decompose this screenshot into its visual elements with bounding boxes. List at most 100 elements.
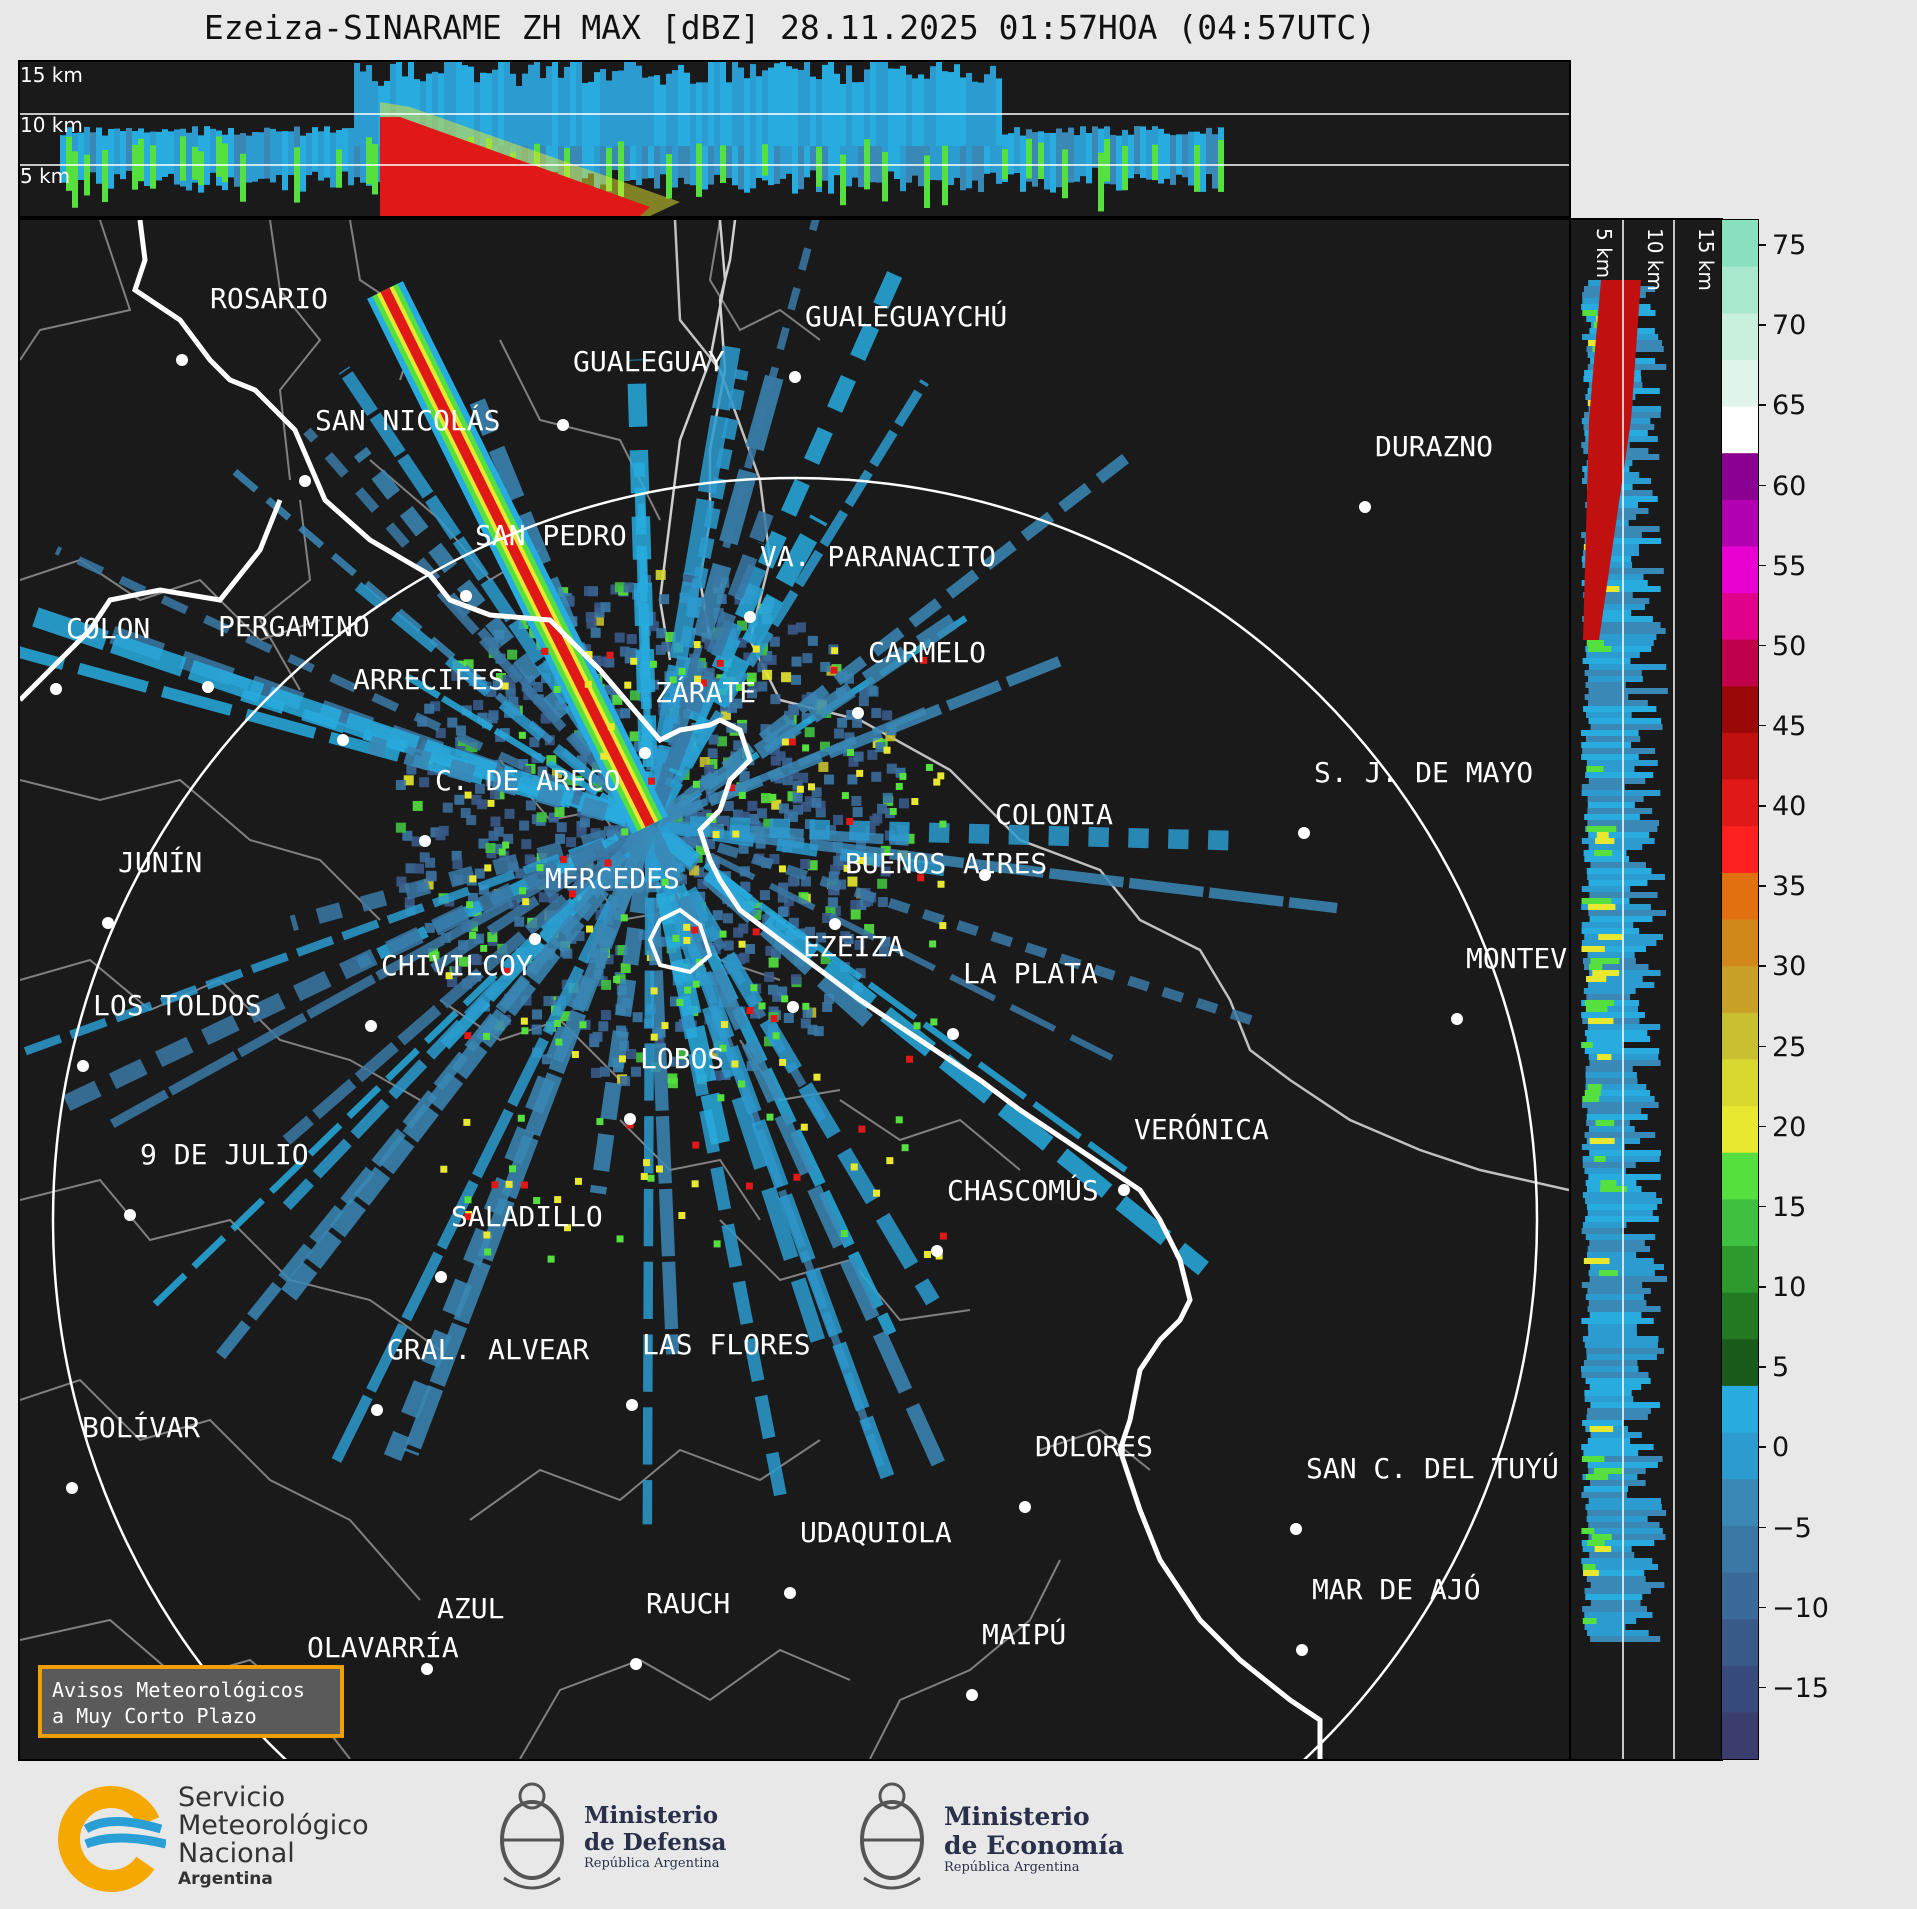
city-arrecifes[interactable]: ARRECIFES: [337, 663, 505, 746]
city-durazno[interactable]: DURAZNO: [1359, 430, 1493, 513]
colorbar-segment: [1722, 826, 1758, 874]
city-marker[interactable]: [421, 1663, 433, 1675]
colorbar-segment: [1722, 499, 1758, 548]
colorbar-segment: [1722, 406, 1758, 455]
city-marker[interactable]: [787, 1001, 799, 1013]
city-bolivar[interactable]: BOLÍVAR: [66, 1410, 200, 1494]
city-label: SALADILLO: [451, 1200, 603, 1233]
city-chascomus[interactable]: CHASCOMÚS: [931, 1173, 1099, 1257]
colorbar-segment: [1722, 733, 1758, 781]
city-buenos-aires[interactable]: BUENOS AIRES: [829, 847, 1047, 930]
city-label: 9 DE JULIO: [140, 1138, 309, 1171]
city-pergamino[interactable]: PERGAMINO: [202, 610, 370, 693]
side-height-label-5km: 5 km: [1592, 228, 1616, 278]
city-lobos[interactable]: LOBOS: [624, 1042, 724, 1125]
city-marker[interactable]: [529, 933, 541, 945]
avisos-meteorologicos-box[interactable]: Avisos Meteorológicos a Muy Corto Plazo: [38, 1665, 344, 1738]
defensa-line1: Ministerio: [584, 1802, 719, 1829]
city-las-flores[interactable]: LAS FLORES: [626, 1328, 811, 1411]
city-marker[interactable]: [176, 354, 188, 366]
city-dolores[interactable]: DOLORES: [1019, 1430, 1153, 1513]
city-marker[interactable]: [299, 475, 311, 487]
city-rauch[interactable]: RAUCH: [630, 1587, 730, 1670]
city-marker[interactable]: [50, 683, 62, 695]
city-marker[interactable]: [1359, 501, 1371, 513]
city-marker[interactable]: [1019, 1501, 1031, 1513]
city-marker[interactable]: [365, 1020, 377, 1032]
city-junin[interactable]: JUNÍN: [102, 845, 202, 929]
city-gualeguaychu[interactable]: GUALEGUAYCHÚ: [789, 299, 1007, 383]
city-san-nicolas[interactable]: SAN NICOLÁS: [299, 403, 500, 487]
city-marker[interactable]: [639, 747, 651, 759]
city-chivilcoy[interactable]: CHIVILCOY: [365, 949, 533, 1032]
city-marker[interactable]: [419, 835, 431, 847]
city-marker[interactable]: [947, 1028, 959, 1040]
city-marker[interactable]: [337, 734, 349, 746]
city-marker[interactable]: [829, 918, 841, 930]
city-marker[interactable]: [460, 590, 472, 602]
city-veronica[interactable]: VERÓNICA: [1118, 1112, 1269, 1196]
city-label: EZEIZA: [803, 930, 904, 963]
city-c-de-areco[interactable]: C. DE ARECO: [419, 764, 620, 847]
city-s-j-de-mayo[interactable]: S. J. DE MAYO: [1298, 756, 1533, 839]
city-la-plata[interactable]: LA PLATA: [947, 957, 1098, 1040]
city-marker[interactable]: [1290, 1523, 1302, 1535]
city-marker[interactable]: [1298, 827, 1310, 839]
city-marker[interactable]: [744, 611, 756, 623]
city-los-toldos[interactable]: LOS TOLDOS: [77, 989, 262, 1072]
top-cross-section-panel: 15 km 10 km 5 km: [18, 60, 1571, 218]
city-gualeguay[interactable]: GUALEGUAY: [557, 345, 725, 431]
city-marker[interactable]: [852, 707, 864, 719]
city-marker[interactable]: [202, 681, 214, 693]
city-9-de-julio[interactable]: 9 DE JULIO: [124, 1138, 309, 1221]
colorbar-ticks: 75 70 65 60 55 50 45 40 35 30 25 20 15 10 5 0 −5 −10 −15: [1758, 220, 1858, 1759]
city-marker[interactable]: [624, 1113, 636, 1125]
city-label: SAN PEDRO: [475, 519, 627, 552]
city-marker[interactable]: [66, 1482, 78, 1494]
city-marker[interactable]: [124, 1209, 136, 1221]
city-colon[interactable]: COLON: [50, 612, 150, 695]
radar-map-panel[interactable]: ROSARIO GUALEGUAYCHÚ GUALEGUAY SAN NICOLÁS D…: [18, 218, 1571, 1761]
city-carmelo[interactable]: CARMELO: [852, 636, 986, 719]
city-ezeiza[interactable]: EZEIZA: [787, 930, 904, 1013]
city-marker[interactable]: [77, 1060, 89, 1072]
city-label: ROSARIO: [210, 282, 328, 315]
city-rosario[interactable]: ROSARIO: [176, 282, 328, 366]
city-san-pedro[interactable]: SAN PEDRO: [460, 519, 627, 602]
city-gral-alvear[interactable]: GRAL. ALVEAR: [371, 1333, 589, 1416]
city-marker[interactable]: [557, 419, 569, 431]
city-olavarria[interactable]: OLAVARRÍA: [291, 1630, 459, 1714]
city-marker[interactable]: [1451, 1013, 1463, 1025]
city-montev[interactable]: MONTEV: [1451, 942, 1567, 1025]
city-marker[interactable]: [784, 1587, 796, 1599]
city-marker[interactable]: [435, 1271, 447, 1283]
colorbar-segment: [1722, 1665, 1758, 1714]
city-marker[interactable]: [1296, 1644, 1308, 1656]
radar-map[interactable]: ROSARIO GUALEGUAYCHÚ GUALEGUAY SAN NICOLÁS D…: [20, 220, 1569, 1759]
city-colonia[interactable]: COLONIA: [979, 798, 1113, 881]
city-marker[interactable]: [630, 1658, 642, 1670]
city-marker[interactable]: [626, 1399, 638, 1411]
colorbar-segment: [1722, 220, 1758, 268]
city-mercedes[interactable]: MERCEDES: [529, 862, 680, 945]
city-marker[interactable]: [789, 371, 801, 383]
city-marker[interactable]: [1118, 1184, 1130, 1196]
city-marker[interactable]: [371, 1404, 383, 1416]
city-marker[interactable]: [102, 917, 114, 929]
city-va-paranacito[interactable]: VA. PARANACITO: [744, 540, 996, 623]
city-marker[interactable]: [979, 869, 991, 881]
city-label: GUALEGUAY: [573, 345, 725, 378]
escudo-defensa-icon: [500, 1782, 564, 1890]
city-marker[interactable]: [931, 1245, 943, 1257]
colorbar-segment: [1722, 639, 1758, 688]
city-san-c-del-tuyu[interactable]: SAN C. DEL TUYÚ: [1290, 1451, 1559, 1535]
city-label: OLAVARRÍA: [307, 1630, 459, 1664]
city-label: VA. PARANACITO: [760, 540, 996, 573]
city-mar-de-ajo[interactable]: MAR DE AJÓ: [1296, 1572, 1481, 1656]
city-saladillo[interactable]: SALADILLO: [435, 1200, 603, 1283]
city-udaquiola[interactable]: UDAQUIOLA: [784, 1516, 952, 1599]
city-azul[interactable]: AZUL: [421, 1592, 504, 1675]
city-maipu[interactable]: MAIPÚ: [966, 1617, 1066, 1701]
city-marker[interactable]: [966, 1689, 978, 1701]
city-zarate[interactable]: ZÁRATE: [639, 675, 756, 759]
